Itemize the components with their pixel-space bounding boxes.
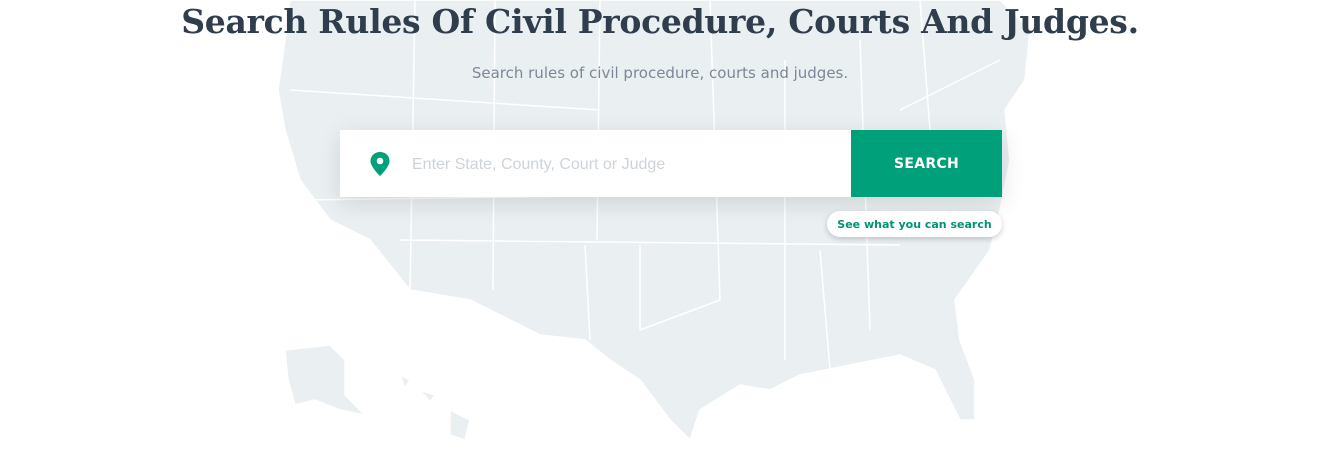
us-mainland-shape — [277, 0, 1031, 442]
map-pin-icon — [370, 152, 390, 181]
search-bar: SEARCH — [340, 130, 1002, 199]
page-subtitle: Search rules of civil procedure, courts … — [471, 64, 849, 82]
search-button[interactable]: SEARCH — [851, 130, 1002, 197]
alaska-shape — [284, 344, 368, 417]
page-title: Search Rules Of Civil Procedure, Courts … — [181, 2, 1139, 41]
see-what-you-can-search-link[interactable]: See what you can search — [827, 211, 1002, 237]
hawaii-shape — [398, 373, 471, 441]
search-input[interactable] — [410, 130, 844, 199]
